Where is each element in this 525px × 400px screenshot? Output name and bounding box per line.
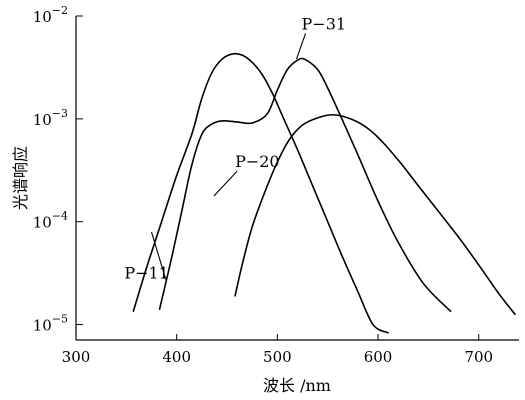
x-tick-label: 300 [62, 348, 91, 366]
y-tick-label: 10−2 [33, 4, 68, 26]
plot-axes [75, 16, 519, 341]
x-axis-title: 波长 /nm [263, 376, 331, 395]
series-line-p-31 [158, 57, 452, 312]
x-tick-label: 400 [162, 348, 191, 366]
x-ticks: 300 400 500 600 700 [62, 334, 493, 366]
series-layer: P−11 P−31 P−20 [124, 14, 516, 334]
series-label-p-11: P−11 [124, 263, 169, 282]
series-label-p-20: P−20 [235, 152, 280, 171]
series-leader-p-31 [295, 33, 307, 60]
y-ticks: 10−2 10−3 10−4 10−5 [33, 4, 83, 335]
series-label-p-31: P−31 [302, 14, 347, 33]
series-line-p-11 [132, 52, 389, 334]
series-line-p-20 [234, 113, 516, 316]
x-tick-label: 600 [364, 348, 393, 366]
series-leader-p-20 [213, 170, 238, 197]
x-tick-label: 500 [263, 348, 292, 366]
y-axis-title: 光谱响应 [11, 146, 30, 210]
y-tick-label: 10−3 [33, 107, 68, 129]
x-tick-label: 700 [464, 348, 493, 366]
y-tick-label: 10−5 [33, 313, 68, 335]
y-tick-label: 10−4 [33, 210, 68, 232]
series-leader-p-11 [150, 231, 167, 282]
